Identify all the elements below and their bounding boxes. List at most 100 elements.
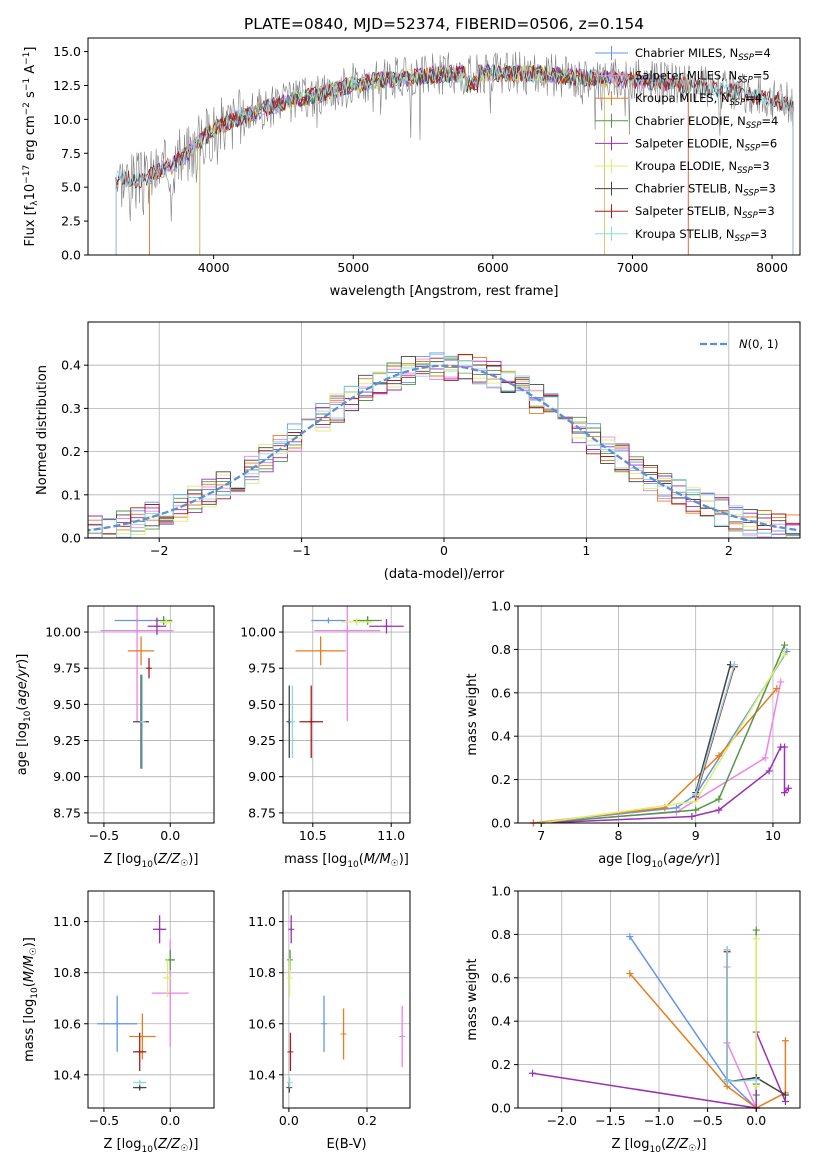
legend-label: Salpeter MILES, NSSP=5 (635, 69, 770, 86)
axes-frame (87, 37, 801, 256)
label-part: M/M (364, 852, 391, 867)
legend-label: Salpeter ELODIE, NSSP=6 (635, 136, 777, 153)
y-tick-label: 8.75 (53, 805, 81, 820)
label-part: Z [log (104, 1137, 142, 1152)
y-tick-label: 9.00 (53, 769, 81, 784)
weight-line (694, 664, 736, 796)
label-part: age/yr (668, 852, 711, 867)
x-tick-label: 0.0 (279, 1113, 299, 1128)
x-tick-label: −2.0 (547, 1113, 577, 1128)
x-axis-label: Z [log10(Z/Z☉)] (104, 1137, 199, 1155)
y-tick-label: 10.6 (53, 1016, 81, 1031)
x-axis-label: Z [log10(Z/Z☉)] (104, 852, 199, 870)
label-part: 10 (23, 184, 38, 201)
panel-plot-area (529, 641, 792, 827)
label-part: SSP (737, 76, 753, 86)
label-part: )] (188, 1137, 198, 1152)
x-tick-label: −1.0 (644, 1113, 674, 1128)
axes-frame (87, 890, 215, 1109)
label-part: SSP (730, 98, 746, 108)
label-part: =3 (758, 204, 775, 218)
label-part: Salpeter ELODIE, N (635, 136, 745, 150)
y-axis-label: Normed distribution (35, 365, 50, 495)
y-tick-label: 0.1 (61, 487, 81, 502)
y-tick-label: 0.2 (61, 444, 81, 459)
y-tick-label: 12.5 (53, 78, 81, 93)
weight-marker (784, 784, 792, 792)
weight-marker (626, 933, 634, 941)
spectrum-plot-area (115, 51, 794, 255)
x-tick-label: −1 (292, 543, 310, 558)
label-part: SSP (746, 121, 762, 131)
weight-marker (773, 684, 781, 692)
weight-marker (715, 752, 723, 760)
point-marker (136, 1084, 143, 1091)
label-part: )] (399, 852, 409, 867)
label-part: 10 (23, 710, 33, 722)
y-tick-label: 0.4 (61, 358, 81, 373)
point-marker (340, 1030, 347, 1037)
weight-line (541, 644, 786, 824)
label-part: 10 (651, 860, 663, 870)
point-marker (164, 974, 171, 981)
point-marker (139, 1033, 146, 1040)
label-part: (0, 1) (748, 337, 779, 351)
hist-plot-area (88, 352, 800, 538)
label-part: )] (22, 937, 37, 947)
y-tick-label: 9.00 (248, 769, 276, 784)
label-part: ☉ (29, 947, 39, 955)
weight-marker (761, 754, 769, 762)
label-part: =4 (754, 46, 771, 60)
x-axis-label: age [log10(age/yr)] (598, 852, 720, 870)
y-tick-label: 9.75 (248, 661, 276, 676)
label-part: Z/Z (665, 1137, 689, 1152)
point-marker (288, 926, 295, 933)
y-tick-label: 10.0 (53, 112, 81, 127)
y-tick-label: 0.8 (491, 642, 511, 657)
label-part: ( (359, 852, 364, 867)
label-part: ☉ (180, 1144, 188, 1154)
y-tick-label: 1.0 (491, 884, 511, 899)
legend-label: Chabrier ELODIE, NSSP=4 (635, 114, 778, 131)
weight-marker (781, 743, 789, 751)
label-part: SSP (737, 166, 753, 176)
weight-marker (692, 806, 700, 814)
label-part: s (23, 91, 38, 102)
weight-marker (781, 1037, 789, 1045)
x-tick-label: 11.0 (377, 828, 405, 843)
label-part: mass weight (465, 958, 480, 1040)
figure-title: PLATE=0840, MJD=52374, FIBERID=0506, z=0… (244, 15, 644, 33)
point-marker (286, 974, 293, 981)
label-part: 10 (141, 860, 153, 870)
point-marker (136, 1048, 143, 1055)
label-part: Kroupa STELIB, N (635, 227, 735, 241)
point-marker (146, 665, 153, 672)
label-part: =4 (761, 114, 778, 128)
label-part: 10 (141, 1145, 153, 1155)
weight-marker (765, 767, 773, 775)
label-part: Flux [f (23, 205, 38, 246)
point-marker (344, 627, 351, 634)
panel-grid (518, 605, 800, 824)
label-part: ( (661, 1137, 666, 1152)
label-part: mass weight (465, 673, 480, 755)
axes-frame (282, 605, 411, 824)
label-part: ( (15, 706, 30, 711)
panel-plot-area (286, 915, 406, 1093)
label-part: ( (153, 1137, 158, 1152)
label-part: )] (710, 852, 720, 867)
weight-marker (781, 641, 789, 649)
y-axis-label: mass [log10(M/M☉)] (22, 937, 40, 1062)
label-part: A (23, 65, 38, 78)
y-tick-label: 0.0 (61, 248, 81, 263)
x-tick-label: 1 (582, 543, 590, 558)
label-part: Chabrier ELODIE, N (635, 114, 746, 128)
panel-plot-area (100, 606, 174, 769)
x-tick-label: 0.0 (160, 828, 180, 843)
point-marker (286, 1079, 293, 1086)
label-part: =4 (745, 91, 762, 105)
label-part: =3 (759, 182, 776, 196)
label-part: =6 (760, 136, 777, 150)
label-part: N (739, 337, 748, 351)
label-part: )] (188, 852, 198, 867)
